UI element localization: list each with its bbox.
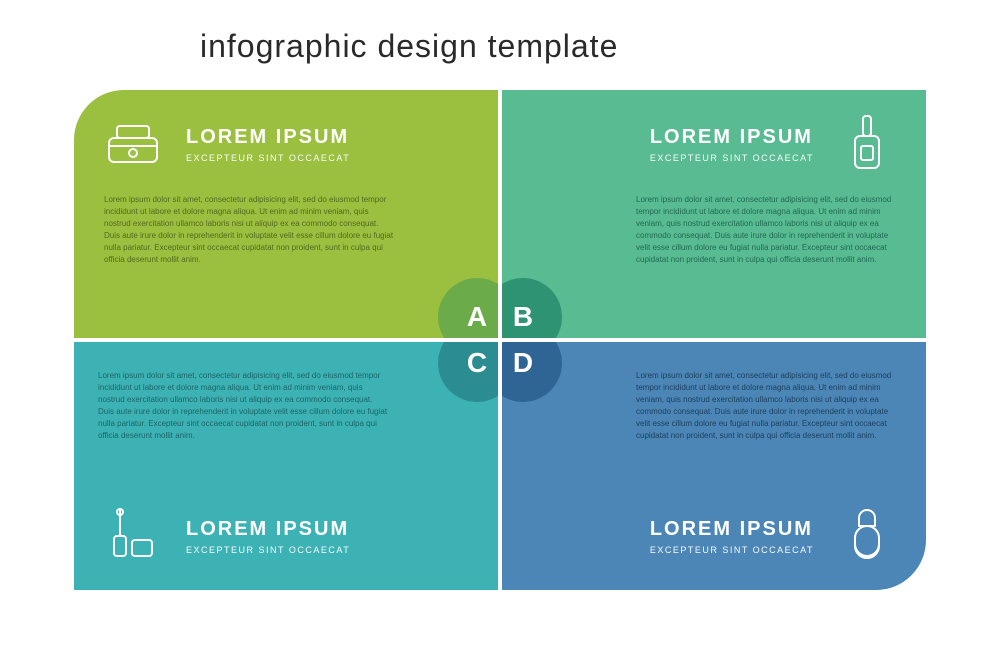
badge-d: D (502, 342, 562, 402)
badge-b: B (502, 278, 562, 338)
panel-d: Lorem ipsum dolor sit amet, consectetur … (502, 342, 926, 590)
badge-c: C (438, 342, 498, 402)
nail-polish-icon (832, 112, 902, 176)
panel-a-heading: LOREM IPSUM (186, 126, 350, 149)
panel-c: Lorem ipsum dolor sit amet, consectetur … (74, 342, 498, 590)
panel-c-subheading: EXCEPTEUR SINT OCCAECAT (186, 545, 350, 555)
panel-a-subheading: EXCEPTEUR SINT OCCAECAT (186, 153, 350, 163)
deodorant-icon (832, 504, 902, 568)
panel-b-header-row: LOREM IPSUM EXCEPTEUR SINT OCCAECAT (526, 112, 902, 176)
panel-c-body: Lorem ipsum dolor sit amet, consectetur … (98, 370, 388, 442)
mascara-icon (98, 504, 168, 568)
badge-a: A (438, 278, 498, 338)
panel-b: LOREM IPSUM EXCEPTEUR SINT OCCAECAT Lore… (502, 90, 926, 338)
panel-c-heading: LOREM IPSUM (186, 518, 350, 541)
cream-jar-icon (98, 112, 168, 176)
panel-b-heading: LOREM IPSUM (650, 126, 814, 149)
panel-b-subheading: EXCEPTEUR SINT OCCAECAT (650, 153, 814, 163)
panel-a: LOREM IPSUM EXCEPTEUR SINT OCCAECAT Lore… (74, 90, 498, 338)
panel-d-subheading: EXCEPTEUR SINT OCCAECAT (650, 545, 814, 555)
page-title: infographic design template (200, 28, 618, 65)
panel-b-body: Lorem ipsum dolor sit amet, consectetur … (636, 194, 902, 266)
panel-a-header-row: LOREM IPSUM EXCEPTEUR SINT OCCAECAT (98, 112, 474, 176)
panel-d-header-row: LOREM IPSUM EXCEPTEUR SINT OCCAECAT (526, 504, 902, 568)
panel-c-header-row: LOREM IPSUM EXCEPTEUR SINT OCCAECAT (98, 504, 474, 568)
panel-d-heading: LOREM IPSUM (650, 518, 814, 541)
panel-d-body: Lorem ipsum dolor sit amet, consectetur … (636, 370, 902, 442)
panel-a-body: Lorem ipsum dolor sit amet, consectetur … (104, 194, 394, 266)
infographic-grid: LOREM IPSUM EXCEPTEUR SINT OCCAECAT Lore… (74, 90, 926, 590)
